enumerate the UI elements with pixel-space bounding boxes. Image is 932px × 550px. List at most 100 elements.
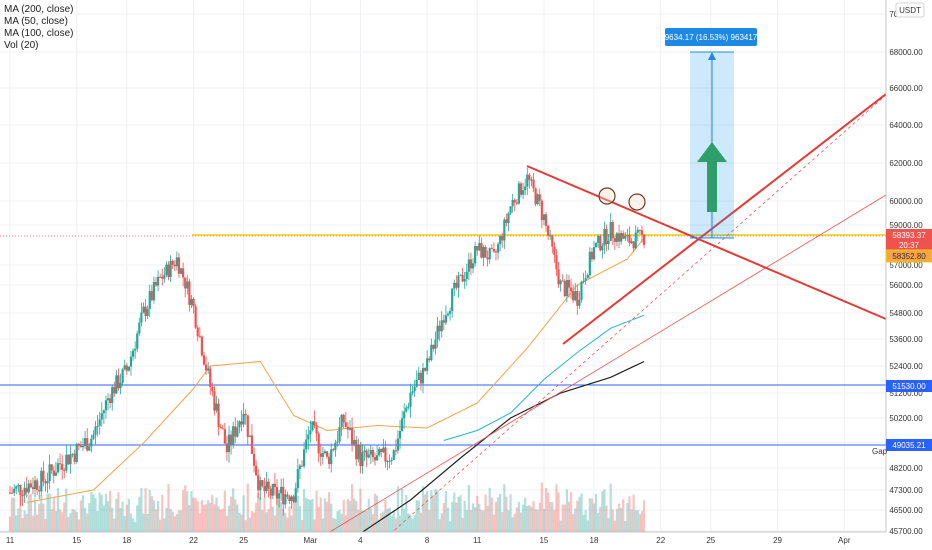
candle bbox=[127, 366, 130, 371]
volume-bar bbox=[620, 507, 623, 532]
volume-bar bbox=[288, 506, 291, 532]
candle bbox=[134, 348, 137, 351]
candle bbox=[398, 430, 402, 439]
volume-bar bbox=[348, 500, 352, 532]
candle bbox=[33, 480, 37, 490]
y-tick-label: 51200.00 bbox=[889, 389, 923, 398]
volume-bar bbox=[515, 507, 518, 532]
volume-bar bbox=[453, 492, 456, 532]
candle bbox=[61, 463, 64, 470]
candles bbox=[8, 167, 646, 516]
volume-bar bbox=[25, 513, 28, 532]
time-axis[interactable] bbox=[0, 532, 886, 550]
candle bbox=[384, 447, 387, 462]
candle bbox=[44, 481, 47, 484]
volume-bar bbox=[277, 498, 281, 532]
ma200-line bbox=[360, 360, 645, 534]
legend-ma200[interactable]: MA (200, close) bbox=[4, 4, 74, 15]
candle bbox=[540, 200, 543, 221]
candle bbox=[336, 441, 339, 443]
ma100-line bbox=[443, 314, 645, 441]
legend-vol[interactable]: Vol (20) bbox=[4, 40, 39, 51]
volume-bar bbox=[115, 498, 118, 532]
y-tick-label: 59000.00 bbox=[889, 221, 923, 230]
volume-bar bbox=[572, 514, 575, 532]
candle bbox=[161, 277, 164, 279]
candle bbox=[129, 356, 133, 367]
candle bbox=[142, 306, 145, 313]
candle bbox=[196, 327, 199, 337]
candle bbox=[642, 234, 646, 245]
volume-bar bbox=[96, 511, 99, 532]
volume-bar bbox=[46, 493, 49, 532]
candle bbox=[346, 426, 349, 430]
dashed-trend-line[interactable] bbox=[371, 94, 887, 550]
volume-bar bbox=[373, 493, 377, 532]
volume-bar bbox=[198, 513, 201, 532]
candle bbox=[79, 445, 83, 448]
volume-bar bbox=[507, 510, 510, 532]
candle bbox=[307, 434, 310, 440]
volume-bar bbox=[488, 487, 491, 532]
top-marker-circle[interactable] bbox=[598, 187, 616, 205]
candle bbox=[396, 438, 400, 451]
volume-bar bbox=[409, 514, 412, 532]
volume-bar bbox=[392, 511, 395, 532]
candle bbox=[217, 403, 220, 427]
volume-bar bbox=[355, 500, 358, 532]
long-trend-line[interactable] bbox=[299, 194, 887, 550]
volume-bar bbox=[104, 493, 108, 532]
volume-bar bbox=[509, 494, 512, 532]
candle bbox=[394, 450, 397, 452]
volume-bar bbox=[184, 485, 187, 532]
indicator-legend[interactable]: MA (200, close) MA (50, close) MA (100, … bbox=[4, 4, 73, 52]
y-tick-label: 50200.00 bbox=[889, 414, 923, 423]
volume-bar bbox=[346, 499, 349, 532]
volume-bar bbox=[407, 513, 410, 532]
volume-bar bbox=[10, 497, 14, 532]
volume-bar bbox=[284, 512, 287, 532]
candle bbox=[373, 457, 377, 461]
volume-bar bbox=[167, 484, 170, 532]
volume-bar bbox=[467, 485, 470, 532]
descending-trend-line[interactable] bbox=[526, 165, 887, 320]
candle bbox=[315, 425, 318, 434]
candle bbox=[421, 367, 425, 384]
volume-bar bbox=[567, 501, 571, 532]
ascending-trend-line[interactable] bbox=[562, 93, 887, 345]
candle bbox=[496, 244, 500, 253]
legend-ma100[interactable]: MA (100, close) bbox=[4, 28, 74, 39]
volume-bar bbox=[444, 491, 448, 532]
level-lower-badge bbox=[886, 439, 932, 451]
candle bbox=[632, 241, 635, 249]
volume-bar bbox=[547, 492, 550, 532]
candle bbox=[36, 480, 39, 491]
candle bbox=[369, 450, 372, 455]
candle bbox=[488, 248, 491, 260]
candle bbox=[453, 282, 456, 289]
currency-badge[interactable] bbox=[895, 2, 925, 18]
volume-bar bbox=[586, 520, 589, 532]
volume-bar bbox=[29, 493, 32, 532]
candle bbox=[159, 276, 162, 278]
price-axis[interactable] bbox=[886, 0, 932, 550]
volume-bar bbox=[294, 496, 297, 532]
volume-bar bbox=[501, 512, 504, 532]
top-marker-circle[interactable] bbox=[628, 193, 646, 211]
volume-bar bbox=[229, 496, 233, 532]
candle bbox=[292, 496, 295, 503]
volume-bar bbox=[430, 490, 433, 532]
up-arrow-icon[interactable] bbox=[697, 142, 727, 212]
candle bbox=[323, 451, 327, 454]
legend-ma50[interactable]: MA (50, close) bbox=[4, 16, 68, 27]
candle bbox=[409, 392, 412, 407]
candle bbox=[265, 481, 268, 492]
candle bbox=[167, 264, 170, 278]
volume-bar bbox=[642, 500, 646, 532]
candle bbox=[100, 413, 103, 420]
candle bbox=[184, 277, 187, 289]
volume-bar bbox=[67, 517, 70, 532]
candle bbox=[613, 237, 616, 242]
